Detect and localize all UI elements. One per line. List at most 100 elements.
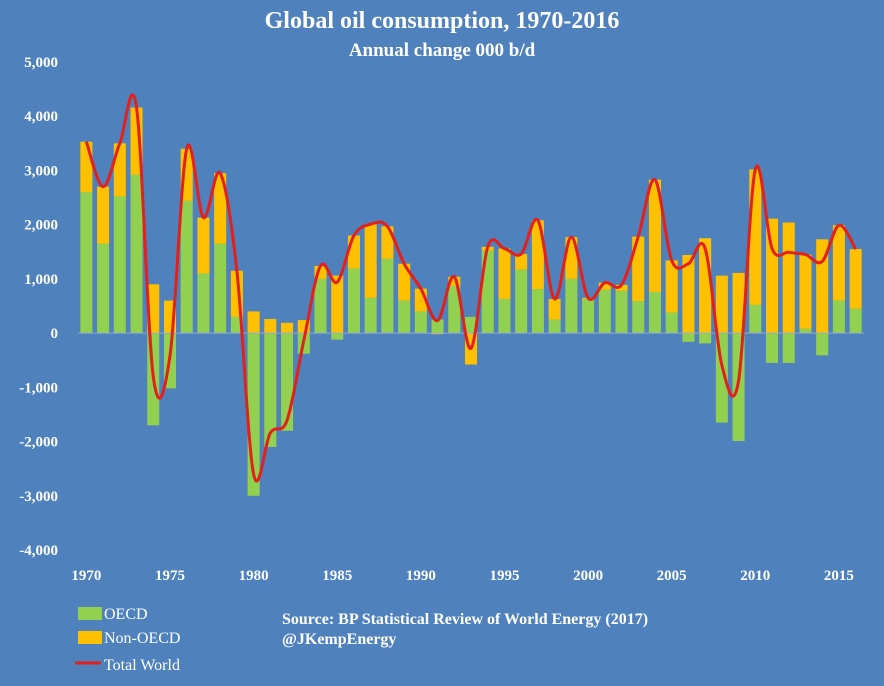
bar-non-oecd-1991 [431,333,444,335]
bar-non-oecd-1995 [498,248,511,299]
bar-oecd-1998 [548,319,561,334]
bar-non-oecd-2015 [832,225,845,301]
bar-non-oecd-1985 [331,275,344,334]
bar-non-oecd-1977 [197,217,210,274]
bar-non-oecd-1992 [448,276,461,286]
legend-label-non-oecd: Non-OECD [104,630,180,647]
bar-oecd-2006 [682,333,695,342]
bar-oecd-2010 [749,304,762,334]
x-tick-label: 2015 [824,568,854,584]
bar-non-oecd-2002 [615,284,628,291]
bar-oecd-1981 [264,333,277,447]
y-tick-label: -2,000 [19,435,58,451]
bar-oecd-1976 [180,200,193,334]
bar-non-oecd-1971 [97,186,110,244]
chart-subtitle: Annual change 000 b/d [349,40,536,61]
bar-non-oecd-2016 [849,249,862,309]
bar-oecd-1996 [515,269,528,334]
bar-oecd-1988 [381,258,394,334]
source-annotation: Source: BP Statistical Review of World E… [282,611,648,648]
bar-non-oecd-1981 [264,319,277,334]
bar-non-oecd-2013 [799,254,812,329]
y-tick-label: 5,000 [24,55,58,71]
x-tick-label: 1990 [406,568,436,584]
bar-oecd-1977 [197,273,210,334]
bar-oecd-2000 [582,298,595,334]
bar-non-oecd-2012 [782,222,795,334]
y-axis-ticks: 5,000 4,000 3,000 2,000 1,000 0 -1,000 -2,000 -3… [19,55,58,559]
y-tick-label: 3,000 [24,163,58,179]
y-tick-label: 1,000 [24,272,58,288]
y-tick-label: -4,000 [19,543,58,559]
bar-non-oecd-1987 [364,224,377,298]
bar-non-oecd-1978 [214,173,227,244]
x-tick-label: 1985 [322,568,352,584]
bar-non-oecd-2011 [766,218,779,334]
bar-oecd-2016 [849,308,862,334]
bar-oecd-1992 [448,285,461,334]
y-tick-label: 0 [51,326,59,342]
bar-oecd-1986 [347,268,360,334]
bar-non-oecd-2003 [632,236,645,302]
author-handle: @JKempEnergy [282,631,396,648]
bar-oecd-2011 [766,333,779,363]
y-tick-label: -3,000 [19,489,58,505]
bar-oecd-2004 [648,291,661,334]
x-tick-label: 1995 [489,568,519,584]
bar-oecd-2013 [799,328,812,334]
bar-non-oecd-2010 [749,169,762,305]
chart-title: Global oil consumption, 1970-2016 [265,8,620,34]
bar-non-oecd-1989 [398,263,411,301]
bar-non-oecd-2008 [715,275,728,334]
bar-oecd-2001 [598,289,611,334]
source-text: Source: BP Statistical Review of World E… [282,611,648,628]
bar-non-oecd-2009 [732,272,745,334]
x-tick-label: 1975 [155,568,185,584]
bar-oecd-2005 [665,312,678,334]
bar-oecd-1999 [565,278,578,334]
x-tick-label: 2000 [573,568,603,584]
bar-oecd-1971 [97,243,110,334]
x-tick-label: 2010 [740,568,770,584]
legend-swatch-oecd [78,607,102,620]
legend-label-oecd: OECD [104,606,148,623]
bar-non-oecd-2005 [665,260,678,313]
bar-oecd-2002 [615,290,628,334]
bar-oecd-1987 [364,297,377,334]
bar-non-oecd-1980 [247,311,260,334]
bar-oecd-1984 [314,278,327,334]
x-tick-label: 2005 [657,568,687,584]
y-tick-label: -1,000 [19,380,58,396]
legend-swatch-non-oecd [78,631,102,644]
legend: OECD Non-OECD Total World [75,606,180,674]
bar-oecd-1978 [214,243,227,334]
bar-oecd-2003 [632,301,645,334]
total-world-line [84,93,857,483]
x-tick-label: 1980 [239,568,269,584]
bar-oecd-1989 [398,300,411,334]
bar-non-oecd-2001 [598,282,611,290]
total-world-line-group [84,93,857,483]
bar-oecd-1993 [464,316,478,334]
bar-oecd-1995 [498,298,511,334]
bar-oecd-1973 [130,174,143,334]
legend-item-total-world: Total World [75,657,180,674]
bar-oecd-1997 [531,289,544,334]
y-tick-label: 4,000 [24,109,58,125]
legend-item-oecd: OECD [78,606,148,623]
legend-item-non-oecd: Non-OECD [78,630,180,647]
bar-oecd-2014 [816,333,829,356]
bar-oecd-2012 [782,333,795,363]
bar-non-oecd-1982 [281,322,294,334]
bar-non-oecd-1970 [80,141,93,193]
x-tick-label: 1970 [71,568,101,584]
x-axis-ticks: 1970 1975 1980 1985 1990 1995 2000 2005 2010 2015 [71,568,854,584]
bar-oecd-1985 [331,333,344,340]
bar-oecd-1990 [414,311,427,334]
bar-oecd-1972 [113,196,126,334]
bar-non-oecd-1986 [347,235,360,269]
bar-oecd-1970 [80,192,93,334]
y-tick-label: 2,000 [24,218,58,234]
